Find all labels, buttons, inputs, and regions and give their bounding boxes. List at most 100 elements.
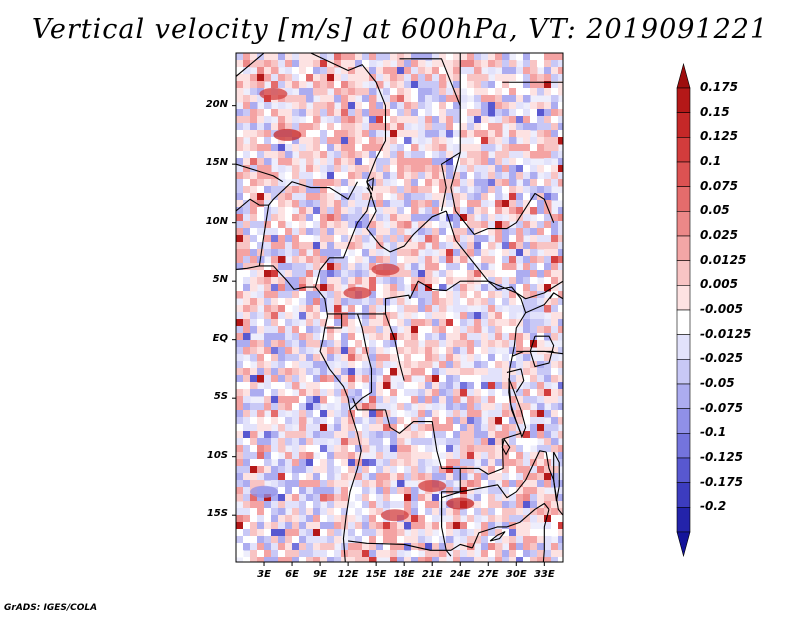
field-cell xyxy=(348,270,356,278)
field-cell xyxy=(327,109,335,117)
field-cell xyxy=(488,144,496,152)
field-cell xyxy=(558,137,563,145)
field-cell xyxy=(425,228,433,236)
field-cell xyxy=(418,256,426,264)
field-cell xyxy=(257,270,265,278)
field-cell xyxy=(278,102,286,110)
field-cell xyxy=(383,116,391,124)
field-cell xyxy=(558,396,563,404)
field-cell xyxy=(425,186,433,194)
field-cell xyxy=(502,494,510,502)
field-cell xyxy=(425,557,433,562)
field-cell xyxy=(334,522,342,530)
field-cell xyxy=(495,417,503,425)
field-cell xyxy=(271,200,279,208)
field-cell xyxy=(558,319,563,327)
field-cell xyxy=(509,319,517,327)
field-cell xyxy=(509,487,517,495)
field-cell xyxy=(285,382,293,390)
field-cell xyxy=(397,284,405,292)
field-cell xyxy=(306,438,314,446)
field-cell xyxy=(348,172,356,180)
field-cell xyxy=(278,137,286,145)
field-cell xyxy=(313,473,321,481)
field-cell xyxy=(432,557,440,562)
field-cell xyxy=(446,354,454,362)
field-cell xyxy=(348,340,356,348)
field-cell xyxy=(257,529,265,537)
field-cell xyxy=(488,88,496,96)
field-cell xyxy=(411,60,419,68)
field-cell xyxy=(320,277,328,285)
field-cell xyxy=(369,375,377,383)
field-cell xyxy=(397,193,405,201)
field-cell xyxy=(495,291,503,299)
field-cell xyxy=(460,172,468,180)
field-cell xyxy=(474,529,482,537)
field-cell xyxy=(285,151,293,159)
field-cell xyxy=(320,515,328,523)
field-cell xyxy=(397,81,405,89)
field-cell xyxy=(460,536,468,544)
field-cell xyxy=(257,151,265,159)
field-cell xyxy=(341,466,349,474)
field-cell xyxy=(369,319,377,327)
field-cell xyxy=(313,74,321,82)
field-cell xyxy=(278,508,286,516)
field-cell xyxy=(481,284,489,292)
field-cell xyxy=(544,81,552,89)
field-cell xyxy=(481,235,489,243)
field-cell xyxy=(502,95,510,103)
field-cell xyxy=(474,368,482,376)
field-cell xyxy=(306,165,314,173)
field-cell xyxy=(411,508,419,516)
field-cell xyxy=(320,375,328,383)
border-line xyxy=(324,313,343,329)
field-cell xyxy=(432,67,440,75)
field-cell xyxy=(453,396,461,404)
field-cell xyxy=(320,95,328,103)
field-cell xyxy=(516,151,524,159)
field-cell xyxy=(418,221,426,229)
field-cell xyxy=(341,277,349,285)
field-cell xyxy=(537,53,545,61)
field-cell xyxy=(306,452,314,460)
field-cell xyxy=(544,123,552,131)
field-cell xyxy=(355,200,363,208)
field-cell xyxy=(341,473,349,481)
field-cell xyxy=(460,67,468,75)
field-cell xyxy=(411,354,419,362)
field-cell xyxy=(530,529,538,537)
field-cell xyxy=(446,473,454,481)
field-cell xyxy=(432,417,440,425)
field-cell xyxy=(313,298,321,306)
field-cell xyxy=(558,235,563,243)
field-cell xyxy=(341,116,349,124)
field-cell xyxy=(460,368,468,376)
field-cell xyxy=(530,116,538,124)
field-cell xyxy=(551,123,559,131)
field-cell xyxy=(537,165,545,173)
field-cell xyxy=(530,438,538,446)
field-cell xyxy=(271,403,279,411)
field-cell xyxy=(355,221,363,229)
field-cell xyxy=(376,116,384,124)
field-cell xyxy=(502,536,510,544)
field-cell xyxy=(320,319,328,327)
field-cell xyxy=(495,179,503,187)
field-cell xyxy=(474,53,482,61)
field-cell xyxy=(250,508,258,516)
field-cell xyxy=(320,487,328,495)
field-cell xyxy=(544,550,552,558)
field-cell xyxy=(299,256,307,264)
field-cell xyxy=(516,207,524,215)
field-cell xyxy=(523,410,531,418)
field-cell xyxy=(334,319,342,327)
field-cell xyxy=(369,459,377,467)
field-cell xyxy=(257,235,265,243)
field-cell xyxy=(411,228,419,236)
field-cell xyxy=(495,473,503,481)
field-cell xyxy=(327,354,335,362)
field-cell xyxy=(383,459,391,467)
field-cell xyxy=(278,543,286,551)
